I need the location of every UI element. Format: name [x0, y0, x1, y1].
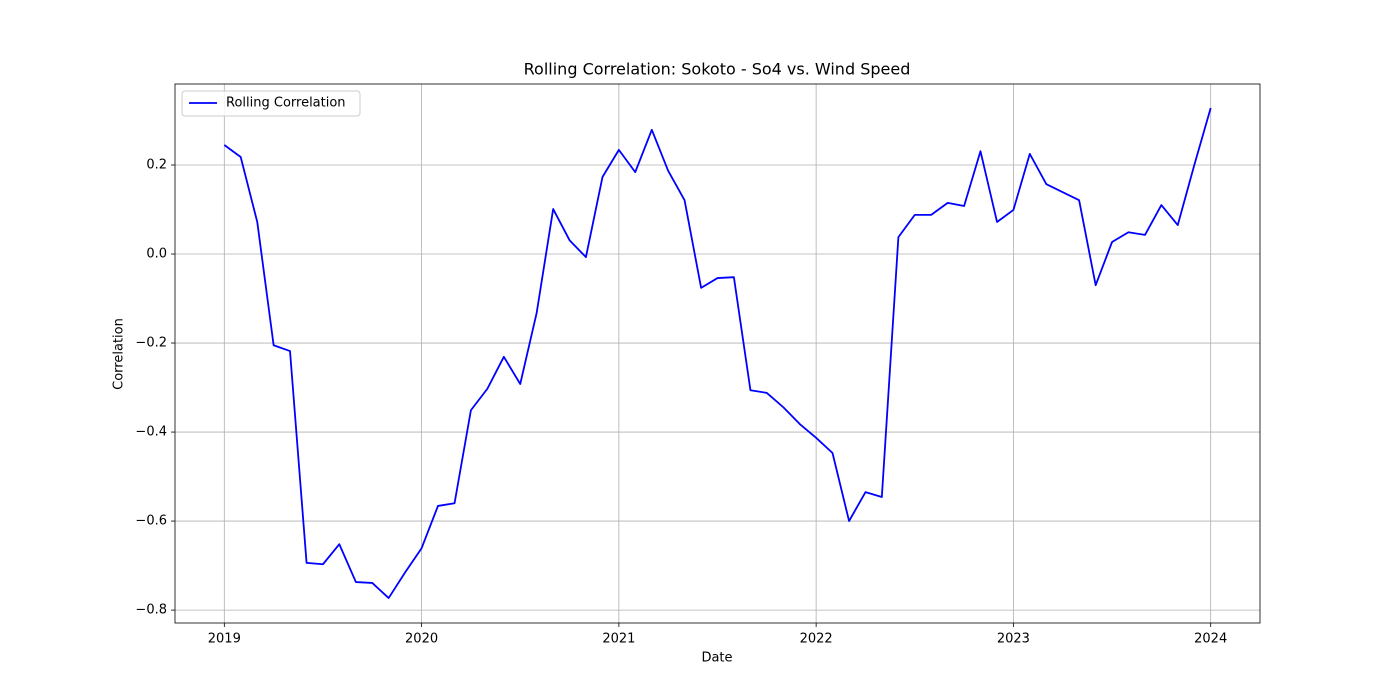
y-axis-label: Correlation: [112, 318, 127, 390]
y-tick-label: −0.6: [135, 514, 167, 529]
x-tick-label: 2021: [602, 632, 635, 647]
y-tick-label: −0.8: [135, 603, 167, 618]
x-tick-label: 2020: [405, 632, 438, 647]
y-tick-label: 0.0: [146, 247, 167, 262]
x-tick-label: 2023: [997, 632, 1030, 647]
data-line: [223, 107, 1212, 599]
y-tick-label: −0.4: [135, 425, 167, 440]
legend-label: Rolling Correlation: [226, 96, 346, 111]
legend-box: [181, 90, 361, 117]
x-tick-label: 2024: [1194, 632, 1227, 647]
y-tick-label: −0.2: [135, 336, 167, 351]
plot-frame: [174, 83, 1261, 624]
y-tick-label: 0.2: [146, 158, 167, 173]
x-tick-label: 2022: [800, 632, 833, 647]
x-tick-label: 2019: [208, 632, 241, 647]
x-axis-label: Date: [701, 651, 732, 666]
chart-title: Rolling Correlation: Sokoto - So4 vs. Wi…: [524, 60, 911, 79]
